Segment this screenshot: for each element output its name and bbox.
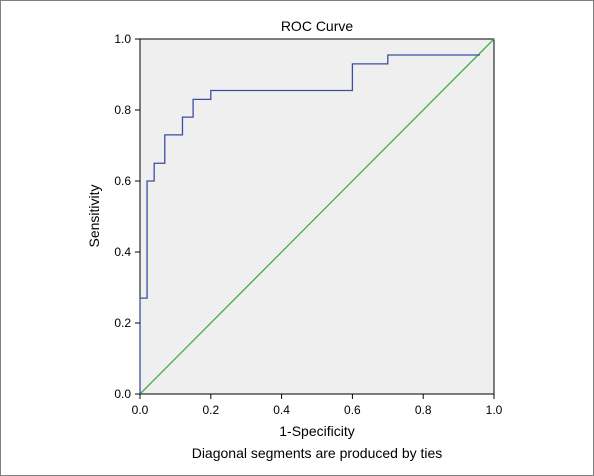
chart-footnote: Diagonal segments are produced by ties	[192, 445, 443, 461]
x-tick-label: 0.8	[415, 403, 432, 417]
chart-title: ROC Curve	[281, 18, 354, 34]
y-tick-label: 0.2	[114, 316, 131, 330]
x-tick-label: 0.2	[202, 403, 219, 417]
x-tick-label: 0.4	[273, 403, 290, 417]
y-tick-label: 0.0	[114, 387, 131, 401]
x-tick-label: 0.6	[344, 403, 361, 417]
x-tick-label: 1.0	[486, 403, 503, 417]
y-tick-label: 0.4	[114, 245, 131, 259]
x-tick-label: 0.0	[132, 403, 149, 417]
y-axis-label: Sensitivity	[86, 184, 102, 247]
ticks-layer: 0.00.0 0.2 0.2 0.4 0.4 0.6 0.6 0.8 0.8 1.0 1.0	[114, 32, 502, 417]
y-tick-label: 1.0	[114, 32, 131, 46]
roc-curve-line	[139, 54, 480, 394]
series-layer	[139, 38, 495, 395]
y-tick-label: 0.6	[114, 174, 131, 188]
y-tick-label: 0.8	[114, 103, 131, 117]
reference-diagonal-line	[139, 38, 495, 395]
x-axis-label: 1-Specificity	[279, 423, 354, 439]
